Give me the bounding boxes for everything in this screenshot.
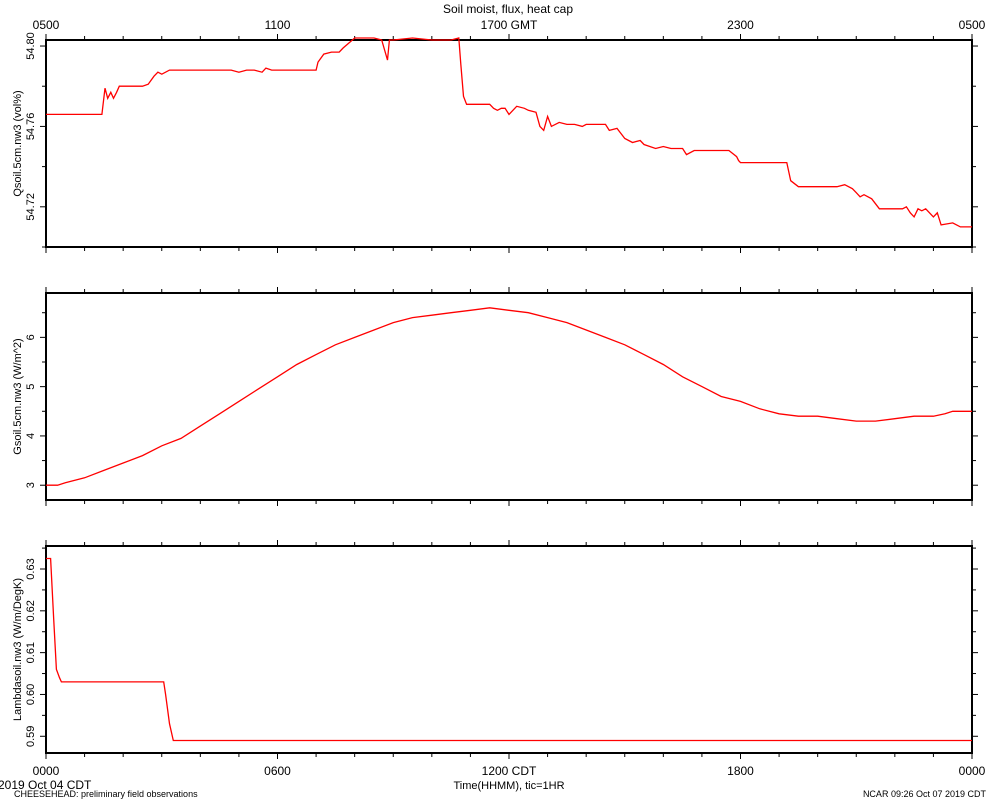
y-tick-label: 0.59	[25, 726, 37, 747]
bottom-tick-label: 1800	[727, 764, 754, 778]
project-label: CHEESEHEAD: preliminary field observatio…	[14, 789, 198, 799]
series-line	[46, 307, 972, 486]
y-tick-label: 4	[25, 433, 37, 439]
bottom-tick-label: 1200 CDT	[482, 764, 537, 778]
y-tick-label: 0.63	[25, 558, 37, 579]
bottom-tick-label: 0600	[264, 764, 291, 778]
bottom-tick-label: 0000	[959, 764, 986, 778]
y-tick-label: 54.72	[25, 193, 37, 221]
timestamp-label: NCAR 09:26 Oct 07 2019 CDT	[862, 789, 986, 799]
top-axis: 0500 1100 1700 GMT 2300 0500	[33, 18, 986, 32]
y-tick-label: 6	[25, 334, 37, 340]
series-line	[46, 37, 972, 228]
y-tick-label: 54.76	[25, 113, 37, 141]
y-axis-label: Gsoil.5cm.nw3 (W/m^2)	[12, 338, 24, 454]
y-tick-label: 54.80	[25, 32, 37, 60]
top-tick-label: 1700 GMT	[481, 18, 538, 32]
top-tick-label: 0500	[959, 18, 986, 32]
bottom-tick-label: 0000	[33, 764, 60, 778]
series-line	[46, 557, 972, 742]
y-tick-label: 5	[25, 384, 37, 390]
y-tick-label: 0.61	[25, 642, 37, 663]
top-tick-label: 2300	[727, 18, 754, 32]
y-tick-label: 0.62	[25, 600, 37, 621]
top-tick-label: 1100	[265, 18, 291, 32]
date-label: 2019 Oct 04 CDT	[0, 778, 92, 792]
chart-title: Soil moist, flux, heat cap	[443, 2, 573, 16]
panels: 54.72 54.76 54.80 Qsoil.5cm.nw3 (vol%) 3 4 5 6G…	[12, 32, 978, 759]
bottom-axis: 0000 0600 1200 CDT 1800 0000	[33, 764, 986, 778]
panel-frame	[45, 545, 973, 754]
y-tick-label: 0.60	[25, 684, 37, 705]
x-axis-label: Time(HHMM), tic=1HR	[453, 780, 564, 792]
panel-1: 54.72 54.76 54.80 Qsoil.5cm.nw3 (vol%)	[12, 32, 978, 253]
y-axis-label: Lambdasoil.nw3 (W/m/DegK)	[12, 578, 24, 721]
top-tick-label: 0500	[33, 18, 60, 32]
panel-frame	[45, 39, 973, 248]
y-axis-label: Qsoil.5cm.nw3 (vol%)	[12, 90, 24, 196]
panel-frame	[45, 292, 973, 501]
y-tick-label: 3	[25, 482, 37, 488]
